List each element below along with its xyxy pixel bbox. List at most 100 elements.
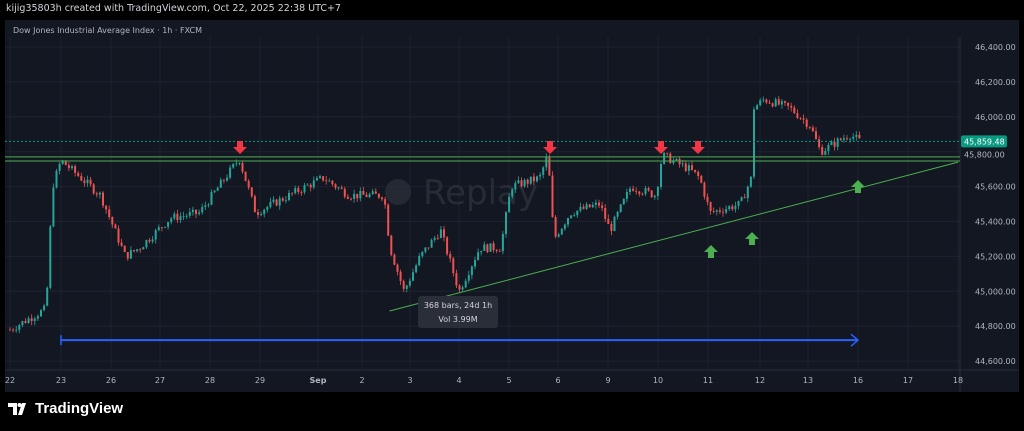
candle-body — [833, 141, 836, 147]
candle-body — [474, 260, 476, 267]
candle-body — [405, 285, 408, 289]
down-arrow-marker — [654, 141, 668, 154]
candle-body — [508, 196, 511, 213]
measure-bars: 368 bars, 24d 1h — [424, 301, 492, 310]
candle-body — [325, 180, 328, 182]
candle-body — [260, 214, 263, 215]
candle-body — [278, 198, 281, 206]
y-tick-label: 45,400.00 — [975, 218, 1016, 227]
candle-body — [402, 281, 405, 289]
candle-body — [201, 207, 204, 213]
down-arrow-marker — [543, 141, 557, 154]
candle-body — [284, 200, 287, 201]
candle-body — [610, 223, 613, 231]
level-price-label: 45,800.00 — [964, 151, 1005, 160]
candle-body — [554, 217, 557, 237]
candle-body — [98, 192, 101, 195]
candle-body — [247, 181, 250, 188]
candle-body — [746, 186, 749, 199]
candle-body — [21, 321, 24, 326]
candle-body — [563, 224, 566, 229]
candle-body — [340, 187, 343, 189]
candle-body — [725, 209, 728, 213]
candle-body — [368, 194, 371, 197]
candle-body — [650, 190, 653, 198]
candle-body — [731, 206, 734, 210]
candle-body — [12, 329, 15, 331]
candle-body — [334, 184, 337, 188]
candle-body — [663, 152, 666, 164]
candle-body — [439, 229, 442, 239]
measure-volume: Vol 3.99M — [438, 315, 477, 324]
attribution-text: kijig35803h created with TradingView.com… — [6, 3, 341, 14]
candle-body — [83, 180, 86, 184]
x-tick-label: 9 — [605, 376, 610, 385]
candle-body — [139, 249, 142, 251]
x-tick-label: 6 — [555, 376, 560, 385]
candle-body — [95, 193, 98, 195]
candle-body — [430, 239, 433, 248]
candle-body — [815, 131, 817, 140]
candle-body — [793, 107, 796, 114]
candle-body — [756, 105, 759, 110]
candle-body — [821, 147, 824, 155]
candle-body — [309, 184, 312, 188]
candle-body — [722, 211, 724, 213]
last-price-label: 45,859.48 — [964, 137, 1005, 146]
candle-body — [622, 198, 625, 205]
candle-body — [46, 287, 49, 306]
candle-body — [498, 250, 501, 252]
candle-body — [151, 239, 154, 242]
candle-body — [629, 188, 631, 192]
candle-body — [458, 285, 461, 290]
candle-body — [216, 187, 219, 191]
candle-body — [464, 280, 467, 288]
candle-body — [846, 138, 848, 140]
candle-body — [675, 158, 678, 161]
candle-body — [362, 191, 365, 195]
down-arrow-marker — [233, 141, 247, 154]
candle-body — [743, 197, 746, 199]
last-price-badge — [961, 135, 1007, 148]
candle-body — [737, 200, 740, 206]
x-tick-label: 12 — [755, 376, 765, 385]
candle-body — [495, 250, 498, 251]
candle-body — [253, 196, 256, 213]
candle-body — [71, 166, 73, 169]
candle-body — [167, 221, 170, 227]
candle-body — [343, 188, 346, 197]
candle-body — [759, 100, 762, 106]
candle-body — [570, 215, 573, 219]
candle-body — [526, 179, 529, 184]
y-tick-label: 46,000.00 — [975, 113, 1016, 122]
candle-body — [480, 250, 483, 253]
price-chart[interactable]: Dow Jones Industrial Average Index · 1h … — [5, 20, 1019, 392]
candle-body — [179, 216, 182, 221]
candle-body — [579, 206, 582, 211]
candle-body — [582, 206, 585, 209]
candle-body — [517, 180, 520, 184]
candle-body — [24, 321, 27, 324]
candle-body — [492, 243, 495, 251]
candle-body — [412, 272, 414, 281]
y-tick-label: 45,200.00 — [975, 252, 1016, 261]
x-tick-label: 11 — [703, 376, 713, 385]
candle-body — [281, 198, 284, 201]
candle-body — [74, 166, 77, 173]
candle-body — [269, 201, 272, 207]
candle-body — [656, 186, 659, 196]
candle-body — [607, 218, 610, 224]
candle-body — [126, 252, 129, 259]
candle-body — [337, 187, 340, 189]
candle-body — [616, 211, 619, 217]
candle-body — [604, 207, 607, 219]
candle-body — [427, 247, 430, 249]
candle-body — [154, 230, 157, 240]
candle-body — [18, 325, 21, 330]
candle-body — [371, 191, 374, 195]
candle-body — [399, 271, 402, 282]
candle-body — [241, 163, 244, 172]
replay-watermark: Replay — [423, 173, 538, 213]
candle-body — [312, 180, 315, 188]
candle-body — [591, 204, 594, 208]
